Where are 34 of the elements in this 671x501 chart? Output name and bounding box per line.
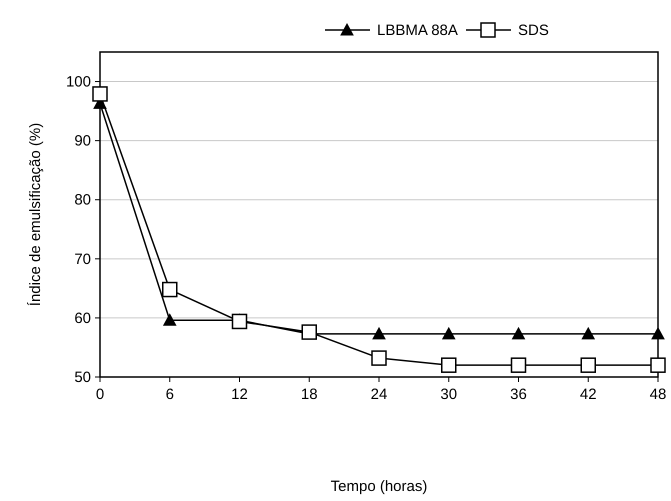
point <box>92 86 108 102</box>
point <box>163 314 176 326</box>
point <box>162 282 178 298</box>
x-tick-label: 12 <box>231 386 248 403</box>
legend-label: LBBMA 88A <box>377 22 458 39</box>
point <box>510 357 526 373</box>
y-axis-title: Índice de emulsificação (%) <box>26 122 44 306</box>
legend-label: SDS <box>518 22 549 39</box>
point <box>302 324 317 340</box>
y-tick-label: 80 <box>74 192 91 209</box>
point <box>512 327 525 340</box>
x-tick-label: 36 <box>510 386 527 403</box>
point <box>442 327 456 340</box>
x-tick-label: 42 <box>580 386 597 403</box>
y-tick-label: 60 <box>74 310 91 327</box>
y-tick-label: 70 <box>74 250 91 268</box>
x-tick-label: 18 <box>300 386 318 403</box>
point <box>582 327 595 340</box>
point <box>441 357 456 373</box>
x-axis-title: Tempo (horas) <box>330 478 428 495</box>
x-tick-label: 48 <box>650 386 666 403</box>
point <box>580 357 596 373</box>
x-tick-label: 6 <box>166 386 174 403</box>
point <box>652 327 664 340</box>
point <box>372 327 386 340</box>
point <box>232 314 248 330</box>
y-tick-label: 100 <box>66 74 91 91</box>
x-tick-label: 24 <box>370 386 388 403</box>
x-tick-label: 30 <box>440 386 458 403</box>
y-tick-label: 50 <box>74 369 91 386</box>
x-tick-label: 0 <box>96 386 104 403</box>
point <box>371 350 387 366</box>
point <box>650 357 666 373</box>
y-tick-label: 90 <box>74 132 91 150</box>
